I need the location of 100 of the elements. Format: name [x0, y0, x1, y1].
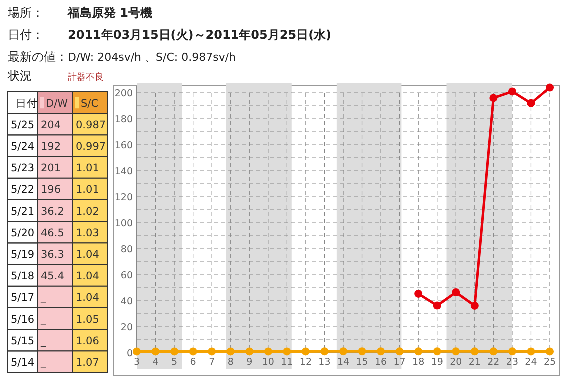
text: 状況	[7, 69, 32, 83]
data-label: 0.997	[76, 141, 106, 153]
data-label: 36.3	[41, 249, 64, 261]
point	[546, 348, 554, 356]
x-tick-label: 5	[172, 357, 178, 368]
text: D/W: 204sv/h 、S/C: 0.987sv/h	[68, 51, 236, 64]
point	[452, 348, 460, 356]
y-tick-label: 20	[120, 322, 133, 334]
x-tick-label: 3	[134, 357, 140, 368]
category-label: 5/21	[11, 206, 35, 218]
point	[170, 348, 179, 356]
data-label: 1.03	[76, 227, 100, 240]
data-label: 0.987	[76, 119, 106, 132]
category-label: 5/14	[11, 357, 35, 369]
chart-title: 福島原発 1号機	[67, 6, 153, 20]
point	[527, 99, 536, 108]
point	[490, 94, 498, 102]
x-tick-label: 9	[246, 357, 253, 368]
y-tick-label: 200	[114, 88, 133, 100]
category-label: 5/18	[11, 270, 35, 283]
point	[208, 348, 216, 356]
data-label: 46.5	[41, 227, 64, 240]
x-tick-label: 12	[300, 357, 312, 368]
text: _	[40, 314, 47, 326]
data-label: 1.04	[76, 249, 100, 261]
y-tick-label: 60	[120, 270, 133, 282]
text: 最新の値：	[8, 50, 68, 64]
chart-subtitle: 2011年03月15日(火)～2011年05月25日(水)	[68, 28, 332, 42]
point	[470, 302, 479, 310]
point	[527, 348, 536, 356]
x-tick-label: 10	[262, 357, 274, 368]
category-label: 5/23	[11, 162, 35, 175]
x-tick-label: 19	[431, 357, 444, 368]
point	[508, 88, 516, 96]
point	[414, 290, 423, 298]
point	[452, 288, 460, 297]
category-label: 5/16	[11, 314, 35, 326]
point	[264, 348, 272, 356]
text: _	[40, 292, 47, 304]
data-label: 1.06	[76, 335, 100, 348]
x-tick-label: 11	[281, 357, 294, 368]
legend-title: 日付	[16, 98, 38, 110]
point	[226, 348, 235, 356]
y-tick-label: 140	[114, 166, 133, 178]
y-tick-label: 120	[114, 192, 133, 204]
y-tick-label: 40	[120, 296, 133, 308]
point	[470, 348, 479, 356]
category-label: 5/19	[11, 249, 35, 261]
x-tick-label: 15	[356, 357, 368, 368]
category-label: 5/25	[11, 119, 35, 132]
x-tick-label: 22	[488, 357, 500, 368]
x-tick-label: 7	[209, 357, 216, 368]
category-label: 5/20	[11, 227, 35, 240]
x-tick-label: 13	[318, 357, 331, 368]
point	[396, 348, 404, 356]
text: _	[40, 357, 47, 369]
data-label: 204	[41, 119, 62, 132]
point	[283, 348, 292, 356]
point	[433, 302, 442, 310]
data-label: 1.04	[76, 270, 100, 283]
data-label: 1.05	[76, 314, 100, 326]
x-tick-label: 6	[190, 357, 196, 368]
legend-label: D/W	[46, 98, 69, 110]
point	[320, 348, 329, 356]
y-tick-label: 0	[126, 348, 133, 360]
x-tick-label: 4	[152, 357, 159, 368]
point	[490, 348, 498, 356]
x-tick-label: 17	[394, 357, 406, 368]
x-tick-label: 14	[337, 357, 350, 368]
y-tick-label: 100	[114, 218, 133, 230]
text: 日付：	[8, 28, 44, 42]
point	[246, 348, 254, 356]
point	[377, 348, 386, 356]
y-tick-label: 180	[114, 114, 133, 126]
x-tick-label: 8	[228, 357, 234, 368]
legend-label: S/C	[81, 98, 99, 110]
text: 計器不良	[68, 72, 104, 83]
point	[414, 348, 423, 356]
point	[546, 84, 554, 92]
y-tick-label: 160	[114, 140, 133, 152]
x-tick-label: 18	[412, 357, 425, 368]
data-label: 36.2	[41, 206, 64, 218]
data-label: 45.4	[41, 270, 65, 283]
text: 場所：	[7, 6, 44, 20]
data-label: 1.01	[76, 162, 100, 175]
category-label: 5/22	[11, 184, 35, 196]
x-tick-label: 16	[375, 357, 388, 368]
x-tick-label: 21	[468, 357, 481, 368]
category-label: 5/15	[11, 335, 35, 348]
data-label: 201	[41, 162, 62, 175]
category-label: 5/24	[11, 141, 35, 153]
point	[508, 348, 516, 356]
x-tick-label: 23	[506, 357, 518, 368]
point	[340, 348, 348, 356]
x-tick-label: 20	[450, 357, 462, 368]
category-label: 5/17	[11, 292, 35, 304]
point	[133, 348, 141, 356]
point	[302, 348, 310, 356]
text: _	[40, 335, 47, 348]
data-label: 1.04	[76, 292, 100, 304]
